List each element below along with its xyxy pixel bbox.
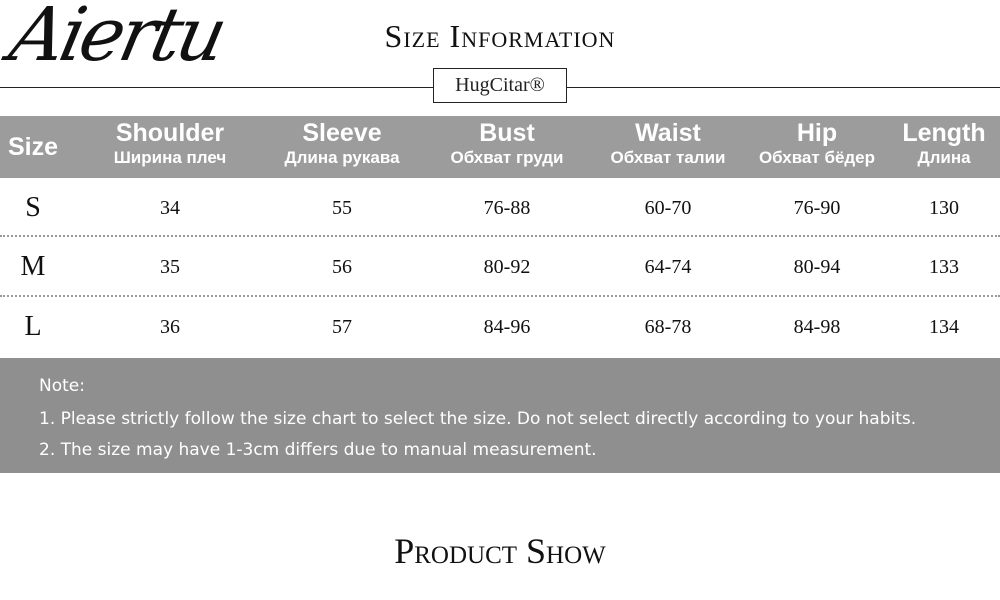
table-cell: 80-94 — [793, 256, 841, 278]
column-title: Size — [7, 133, 59, 161]
note-label: Note: — [39, 376, 85, 396]
table-row: L 36 57 84-96 68-78 84-98 134 — [0, 297, 1000, 357]
table-cell: S — [25, 192, 41, 223]
note: Note: 1. Please strictly follow the size… — [0, 358, 1000, 473]
column-subtitle: Обхват бёдер — [758, 148, 876, 167]
table-cell: 34 — [160, 197, 180, 219]
column-header: Length Длина — [888, 116, 1000, 178]
table-cell: L — [24, 311, 42, 342]
column-title: Length — [902, 119, 986, 147]
column-title: Sleeve — [302, 119, 382, 147]
column-header: Hip Обхват бёдер — [742, 116, 892, 178]
table-cell: 35 — [160, 256, 180, 278]
table-cell: 55 — [332, 197, 352, 219]
column-subtitle: Ширина плеч — [113, 148, 227, 167]
table-cell: 56 — [332, 256, 352, 278]
table-cell: 84-96 — [483, 316, 531, 338]
title: Size Information — [384, 18, 616, 54]
table-cell: 36 — [160, 316, 180, 338]
column-title: Hip — [796, 119, 838, 147]
column-header: Sleeve Длина рукава — [257, 116, 427, 178]
table-cell: 134 — [929, 316, 959, 338]
table-row: S 34 55 76-88 60-70 76-90 130 — [0, 178, 1000, 238]
column-subtitle: Длина рукава — [284, 148, 400, 167]
table-row: M 35 56 80-92 64-74 80-94 133 — [0, 237, 1000, 297]
column-title: Bust — [479, 119, 535, 147]
table-cell: 130 — [929, 197, 959, 219]
table-cell: 57 — [332, 316, 352, 338]
column-header: Bust Обхват груди — [427, 116, 587, 178]
row-separator — [0, 295, 1000, 297]
table-cell: 84-98 — [793, 316, 841, 338]
table-cell: 60-70 — [644, 197, 692, 219]
table-cell: 133 — [929, 256, 959, 278]
section-title: Product Show — [394, 531, 606, 571]
column-subtitle: Длина — [917, 148, 971, 167]
table-cell: M — [20, 251, 46, 282]
table-cell: 64-74 — [644, 256, 692, 278]
table-cell: 80-92 — [483, 256, 531, 278]
column-subtitle: Обхват груди — [450, 148, 564, 167]
table-cell: 76-90 — [793, 197, 841, 219]
table-cell: 68-78 — [644, 316, 692, 338]
column-title: Shoulder — [115, 119, 225, 147]
column-header: Size — [0, 116, 66, 178]
column-title: Waist — [635, 119, 701, 147]
column-header: Waist Обхват талии — [593, 116, 743, 178]
table-cell: 76-88 — [483, 197, 531, 219]
table-header: Size Shoulder Ширина плеч Sleeve Длина рукав… — [0, 116, 1000, 178]
brand: HugCitar® — [433, 68, 567, 103]
note-line: 2. The size may have 1-3cm differs due t… — [39, 440, 597, 460]
column-subtitle: Обхват талии — [610, 148, 726, 167]
note-line: 1. Please strictly follow the size chart… — [39, 409, 917, 429]
column-header: Shoulder Ширина плеч — [85, 116, 255, 178]
row-separator — [0, 235, 1000, 237]
